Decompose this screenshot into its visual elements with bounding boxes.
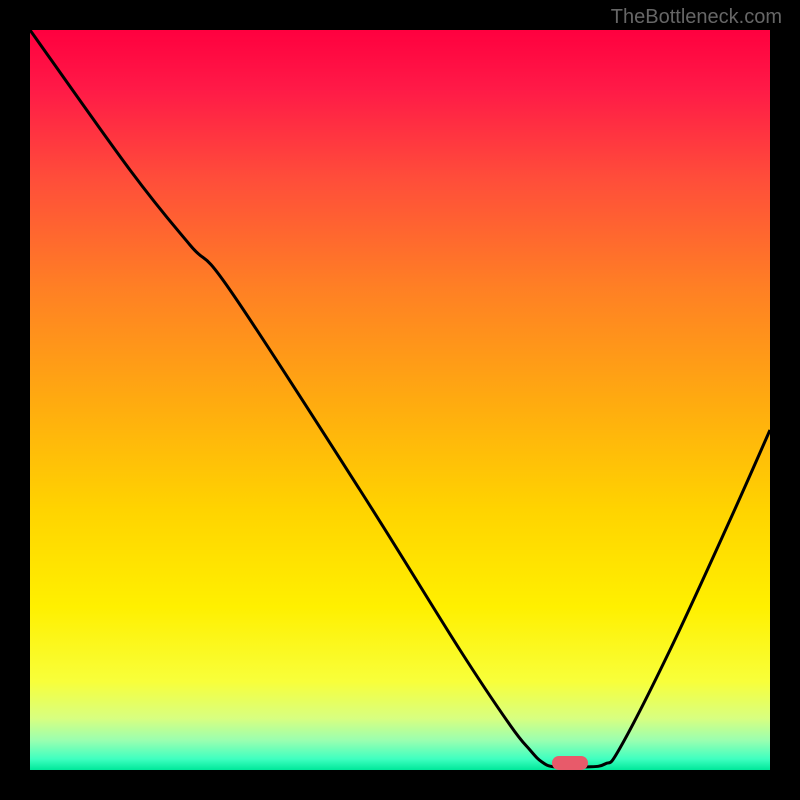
- watermark-text: TheBottleneck.com: [611, 6, 782, 29]
- chart-plot-area: [30, 30, 770, 770]
- bottleneck-curve: [30, 30, 770, 770]
- minimum-marker: [552, 756, 588, 770]
